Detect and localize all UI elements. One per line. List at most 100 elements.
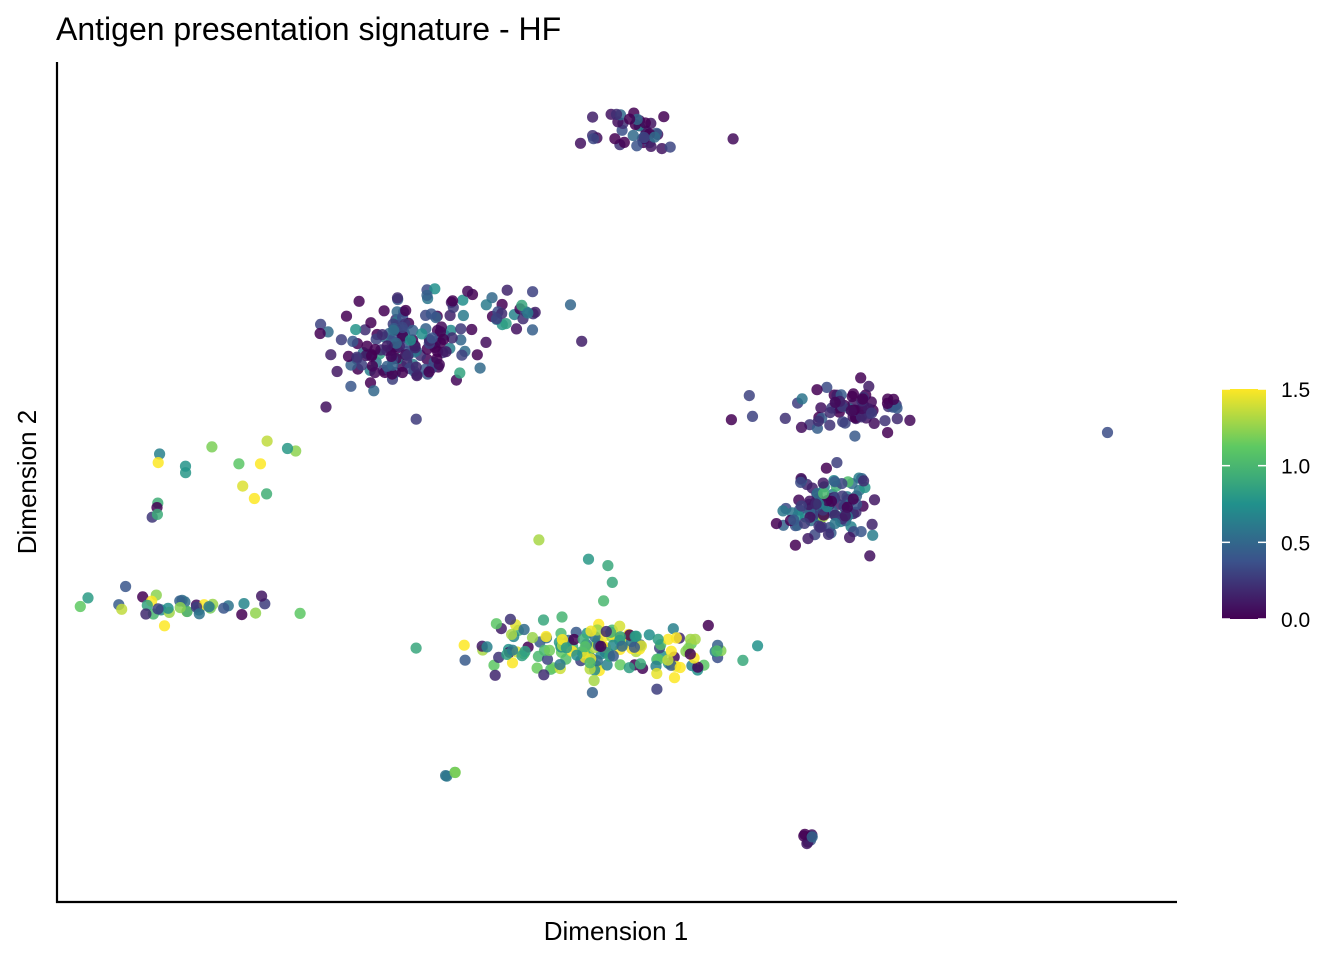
data-point (814, 521, 826, 534)
data-point (396, 321, 408, 334)
data-point (425, 308, 437, 320)
data-point (522, 307, 534, 319)
data-point (829, 476, 841, 488)
data-point (824, 419, 836, 431)
data-point (429, 283, 441, 295)
data-point (667, 623, 679, 635)
data-point (844, 531, 856, 544)
data-point (727, 133, 739, 145)
data-point (821, 381, 833, 393)
data-point (725, 414, 738, 426)
data-point (541, 653, 554, 665)
data-point (237, 480, 249, 492)
data-point (788, 514, 800, 526)
data-point (817, 477, 829, 489)
data-point (446, 332, 458, 344)
data-point (825, 495, 838, 507)
data-point (638, 131, 650, 144)
data-point (353, 295, 365, 307)
colorbar-tick-label: 1.0 (1281, 456, 1310, 479)
data-point (588, 674, 600, 687)
data-point (850, 506, 862, 518)
data-point (684, 648, 696, 660)
data-point (711, 645, 723, 657)
data-point (315, 318, 327, 330)
colorbar: 0.0 0.5 1.0 1.5 (1222, 379, 1310, 632)
data-point (543, 644, 556, 657)
data-point (390, 337, 402, 349)
data-point (238, 598, 250, 610)
data-point (674, 661, 686, 674)
data-point (490, 618, 502, 630)
data-point (849, 430, 861, 442)
data-point (120, 580, 132, 593)
data-point (614, 631, 626, 643)
data-point (331, 365, 343, 378)
data-point (410, 413, 422, 425)
data-point (556, 611, 568, 623)
data-point (586, 687, 599, 699)
data-point (582, 553, 595, 565)
data-point (435, 321, 447, 333)
data-point (587, 111, 599, 123)
data-point (627, 129, 639, 142)
data-point (510, 323, 523, 335)
data-point (818, 487, 830, 500)
data-point (857, 393, 869, 405)
data-point (795, 421, 808, 433)
data-point (369, 367, 381, 379)
data-point (340, 310, 353, 322)
data-point (624, 113, 636, 125)
data-point (610, 108, 623, 120)
data-point (437, 333, 450, 345)
data-point (560, 642, 573, 654)
data-point (462, 285, 474, 297)
data-point (206, 441, 218, 453)
data-point (571, 649, 583, 661)
colorbar-gradient (1222, 389, 1266, 619)
data-point (179, 460, 192, 472)
data-point (116, 603, 128, 615)
data-point (248, 492, 260, 505)
data-point (152, 603, 164, 615)
colorbar-tick-label: 0.5 (1281, 532, 1310, 555)
data-point (623, 662, 635, 674)
data-point (665, 645, 677, 657)
data-point (864, 550, 876, 562)
data-point (506, 644, 519, 656)
data-point (347, 335, 359, 347)
data-point (459, 654, 471, 666)
data-point (656, 143, 668, 155)
data-point (491, 313, 503, 325)
data-point (518, 623, 530, 636)
data-point (634, 658, 647, 670)
data-point (812, 415, 825, 427)
data-point (882, 427, 894, 439)
data-point (847, 493, 859, 505)
data-point (391, 292, 404, 304)
data-point (777, 505, 789, 517)
data-point (504, 613, 516, 625)
data-point (806, 831, 818, 843)
data-point (381, 340, 393, 352)
data-point (855, 526, 867, 538)
data-point (628, 641, 641, 653)
data-point (743, 390, 755, 402)
data-point (836, 490, 849, 502)
data-point (689, 633, 701, 645)
data-point (365, 317, 377, 329)
data-point (746, 410, 759, 422)
data-point (574, 137, 587, 149)
data-point (506, 628, 518, 641)
data-point (607, 650, 619, 662)
data-point (602, 560, 614, 572)
data-point (824, 407, 836, 419)
data-point (432, 346, 444, 358)
data-point (795, 500, 808, 512)
points-layer (74, 107, 1114, 850)
data-point (203, 601, 215, 613)
data-point (480, 299, 492, 311)
data-point (601, 659, 613, 671)
data-point (855, 411, 868, 423)
data-point (891, 402, 903, 414)
